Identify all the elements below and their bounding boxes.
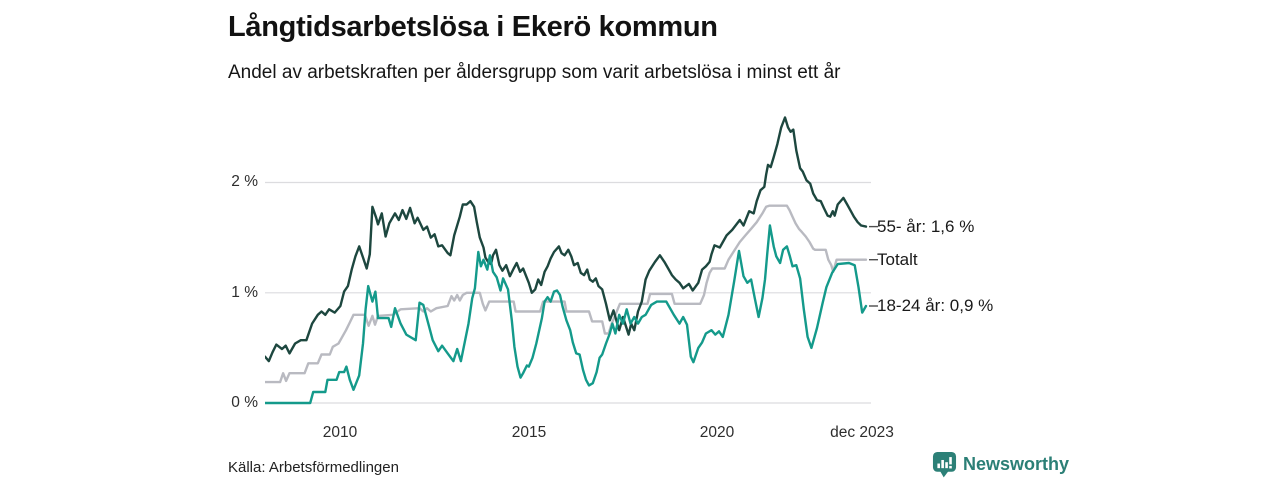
series-label-totalt: Totalt [877,250,918,269]
x-axis-tick-dec-2023: dec 2023 [830,424,894,441]
x-axis-tick-2020: 2020 [699,424,735,441]
y-axis-tick-1pct: 1 % [231,284,258,301]
x-axis-tick-2015: 2015 [511,424,547,441]
newsworthy-brand: Newsworthy [932,451,1069,483]
source-note: Källa: Arbetsförmedlingen [228,459,399,476]
line-chart-plot [265,116,878,405]
chart-subtitle: Andel av arbetskraften per åldersgrupp s… [228,62,841,83]
y-axis-tick-2pct: 2 % [231,173,258,190]
series-label-55-plus: 55- år: 1,6 % [877,217,975,236]
chart-title: Långtidsarbetslösa i Ekerö kommun [228,11,718,43]
x-axis-tick-2010: 2010 [322,424,358,441]
newsworthy-brand-name: Newsworthy [963,454,1070,474]
y-axis-tick-0pct: 0 % [231,394,258,411]
series-label-18-24: 18-24 år: 0,9 % [877,296,994,315]
newsworthy-logo-icon [932,451,957,483]
